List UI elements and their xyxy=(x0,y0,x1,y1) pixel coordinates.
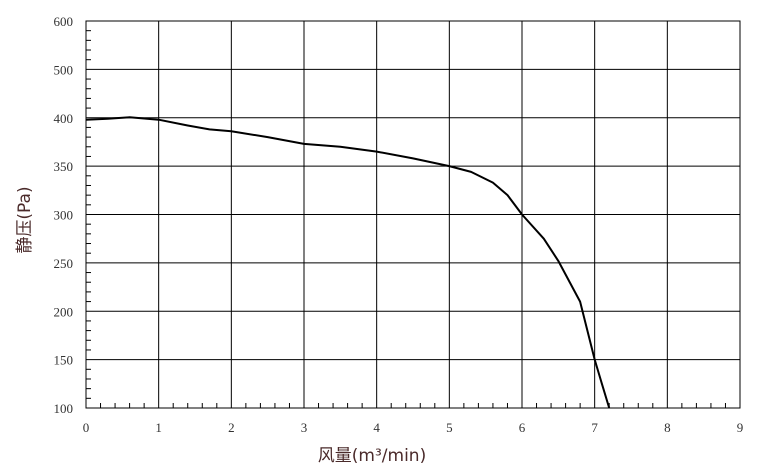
y-tick-label: 250 xyxy=(54,256,74,271)
y-tick-label: 300 xyxy=(54,208,74,223)
x-tick-label: 9 xyxy=(737,420,744,435)
x-tick-label: 5 xyxy=(446,420,453,435)
y-axis-ticks: 100 150 200 250 300 350 400 500 600 xyxy=(54,14,91,416)
x-tick-label: 4 xyxy=(373,420,380,435)
x-tick-label: 6 xyxy=(519,420,526,435)
y-tick-label: 600 xyxy=(54,14,74,29)
x-tick-label: 8 xyxy=(664,420,671,435)
y-tick-label: 100 xyxy=(54,401,74,416)
y-tick-label: 150 xyxy=(54,353,74,368)
y-tick-label: 350 xyxy=(54,159,74,174)
series-layer xyxy=(85,116,611,409)
x-tick-label: 2 xyxy=(228,420,235,435)
x-tick-label: 0 xyxy=(83,420,90,435)
pq-curve-line xyxy=(85,116,611,409)
y-tick-label: 200 xyxy=(54,304,74,319)
x-tick-label: 1 xyxy=(155,420,162,435)
x-tick-label: 3 xyxy=(301,420,308,435)
y-tick-label: 500 xyxy=(54,62,74,77)
y-axis-label: 静压(Pa) xyxy=(15,186,35,253)
grid xyxy=(85,20,741,409)
y-tick-label: 400 xyxy=(54,111,74,126)
x-tick-label: 7 xyxy=(591,420,598,435)
x-axis-ticks: 0 1 2 3 4 5 6 7 8 9 xyxy=(83,403,744,435)
x-axis-label: 风量(m³/min) xyxy=(318,446,426,466)
